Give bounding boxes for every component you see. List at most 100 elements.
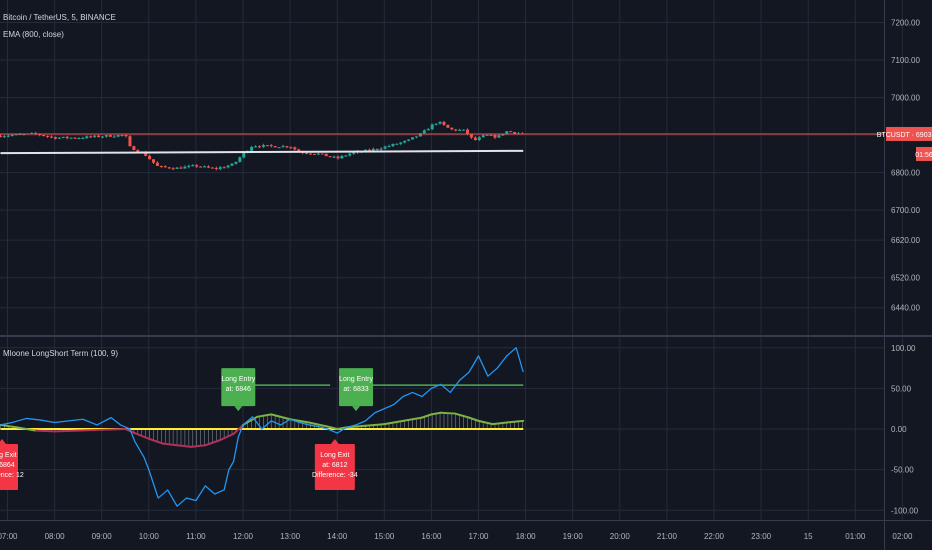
signal-line-segment — [307, 421, 329, 428]
candle-down — [148, 155, 152, 160]
oscillator-tick-label: -100.00 — [891, 506, 919, 515]
signal-line-segment — [218, 432, 235, 442]
candle-down — [199, 166, 203, 168]
countdown-text: 01:56 — [915, 152, 932, 159]
signal-line-segment — [491, 421, 508, 426]
long-entry-label: Long Entry at: 6846 — [221, 368, 256, 412]
candle-down — [128, 136, 132, 147]
candle-up — [277, 147, 281, 149]
candle-up — [371, 148, 375, 151]
candle-down — [285, 146, 289, 148]
signal-line-segment — [453, 412, 471, 419]
signal-line-segment — [232, 423, 244, 435]
candle-up — [250, 146, 254, 151]
candle-down — [273, 146, 277, 148]
candle-down — [97, 135, 101, 137]
label-box — [314, 444, 355, 490]
candle-down — [210, 167, 214, 169]
time-tick-label: 19:00 — [563, 532, 584, 541]
candle-up — [438, 121, 442, 124]
label-box — [221, 368, 256, 407]
candle-down — [214, 167, 218, 169]
candle-up — [505, 131, 509, 135]
signal-line-segment — [477, 419, 494, 426]
time-tick-label: 18:00 — [516, 532, 537, 541]
candle-up — [477, 137, 481, 140]
candle-up — [395, 143, 399, 145]
candle-down — [469, 134, 473, 138]
indicator-legend[interactable]: Mloone LongShort Term (100, 9) — [3, 349, 118, 358]
candle-up — [10, 134, 14, 136]
candle-up — [116, 135, 120, 137]
candle-up — [226, 165, 230, 168]
candle-down — [195, 165, 199, 167]
candle-up — [69, 137, 73, 139]
price-tag: BTCUSDT · 6903.02 01:56 — [877, 126, 932, 161]
candle-up — [352, 152, 356, 154]
price-tag-text: BTCUSDT · 6903.02 — [877, 132, 932, 139]
candle-down — [320, 153, 324, 155]
candle-down — [473, 137, 477, 140]
signal-line-segment — [383, 419, 405, 426]
candle-up — [61, 136, 65, 138]
signal-line-segment — [430, 411, 442, 416]
oscillator-tick-label: 100.00 — [891, 344, 916, 353]
candle-up — [340, 155, 344, 159]
candle-down — [155, 162, 159, 166]
time-tick-label: 23:00 — [751, 532, 772, 541]
candle-down — [42, 135, 46, 137]
ema-legend[interactable]: EMA (800, close) — [3, 30, 64, 39]
candle-down — [509, 131, 513, 133]
label-box — [339, 368, 374, 407]
oscillator-tick-label: -50.00 — [891, 466, 914, 475]
candle-down — [257, 146, 261, 148]
candle-up — [112, 136, 116, 138]
candle-down — [367, 149, 371, 151]
signal-line-segment — [204, 439, 221, 447]
oscillator-axis[interactable]: 100.00 50.00 0.00 -50.00 -100.00 — [891, 344, 919, 516]
symbol-legend[interactable]: Bitcoin / TetherUS, 5, BINANCE — [3, 13, 116, 22]
candle-down — [222, 167, 226, 169]
candle-down — [489, 134, 493, 136]
signal-line-segment — [402, 416, 423, 422]
candle-down — [269, 145, 273, 147]
time-tick-label: 11:00 — [186, 532, 206, 541]
price-axis[interactable]: 7200.007100.007000.006900.006800.006700.… — [891, 19, 920, 313]
candle-up — [316, 153, 320, 155]
candle-up — [434, 123, 438, 125]
label-text: at: 6846 — [226, 386, 251, 393]
candle-up — [344, 155, 348, 157]
label-pointer — [352, 406, 361, 412]
candle-down — [312, 153, 316, 155]
time-tick-label: 01:00 — [845, 532, 866, 541]
time-axis[interactable]: 07:00 08:00 09:00 10:00 11:00 12:00 13:00 14:00… — [0, 532, 913, 541]
candle-up — [414, 136, 418, 138]
candle-down — [132, 146, 136, 151]
candle-down — [163, 166, 167, 168]
price-tick-label: 6700.00 — [891, 206, 920, 215]
price-tick-label: 6440.00 — [891, 304, 920, 313]
candle-up — [254, 146, 258, 148]
signal-line-segment — [190, 444, 207, 448]
candle-down — [49, 136, 53, 138]
price-tick-label: 6620.00 — [891, 236, 920, 245]
time-tick-label: 16:00 — [421, 532, 442, 541]
price-tick-label: 7000.00 — [891, 94, 920, 103]
candle-down — [124, 135, 128, 137]
candle-down — [136, 150, 140, 152]
candle-up — [234, 161, 238, 164]
candle-up — [426, 129, 430, 131]
signal-line-segment — [147, 437, 164, 445]
candle-down — [446, 124, 450, 128]
long-exit-label: Long Exit at: 6812 Difference: -34 — [312, 439, 358, 490]
candle-down — [305, 152, 309, 154]
candlestick-series — [0, 120, 524, 171]
time-tick-label: 12:00 — [233, 532, 254, 541]
candle-down — [53, 136, 57, 139]
candle-up — [458, 129, 462, 131]
candle-down — [293, 147, 297, 150]
label-box — [0, 444, 18, 490]
candle-up — [81, 138, 85, 140]
